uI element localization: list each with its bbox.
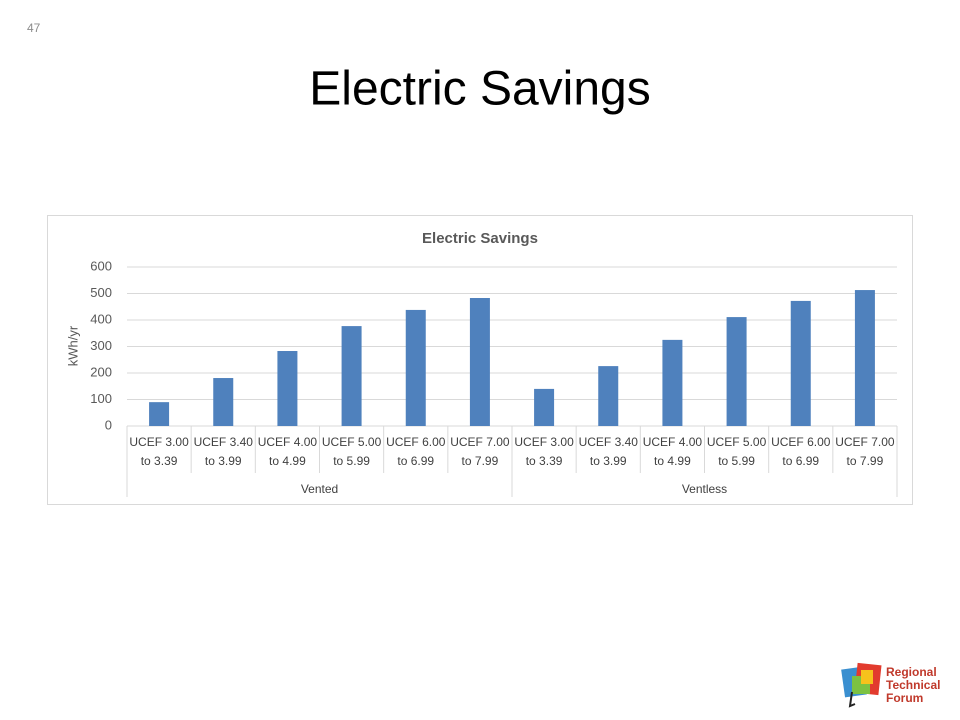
x-tick-label: UCEF 3.00 to 3.39 — [514, 435, 574, 468]
x-tick-label: UCEF 4.00 to 4.99 — [642, 435, 703, 468]
y-tick-label: 400 — [90, 311, 112, 326]
y-axis-label: kWh/yr — [65, 325, 80, 366]
x-tick-label: UCEF 3.00 to 3.39 — [129, 435, 189, 468]
y-tick-label: 500 — [90, 285, 112, 300]
bar — [662, 339, 683, 426]
group-label: Ventless — [681, 482, 728, 496]
x-tick-label: UCEF 7.00 to 7.99 — [835, 435, 895, 468]
logo-line: Forum — [886, 691, 924, 705]
bar — [213, 378, 234, 426]
x-tick-label: UCEF 3.40 to 3.99 — [578, 435, 638, 468]
x-tick-label: UCEF 7.00 to 7.99 — [450, 435, 510, 468]
logo-text: Regional Technical Forum — [886, 666, 940, 705]
x-tick-label: UCEF 3.40 to 3.99 — [193, 435, 253, 468]
x-tick-label: UCEF 5.00 to 5.99 — [321, 435, 382, 468]
bar — [598, 366, 619, 426]
bar — [149, 402, 170, 426]
chart-title: Electric Savings — [422, 230, 538, 247]
slide-title: Electric Savings — [309, 63, 650, 116]
y-tick-label: 0 — [105, 417, 112, 432]
y-tick-label: 100 — [90, 391, 112, 406]
bar — [277, 351, 298, 426]
slide-number: 47 — [27, 21, 41, 35]
logo-line: Regional — [886, 665, 937, 679]
bar — [405, 309, 426, 426]
logo-icon — [841, 662, 882, 708]
group-label: Vented — [300, 482, 339, 496]
x-tick-label: UCEF 6.00 to 6.99 — [386, 435, 446, 468]
y-tick-label: 600 — [90, 258, 112, 273]
bar — [790, 300, 811, 426]
bar — [469, 298, 490, 426]
y-tick-label: 200 — [90, 364, 112, 379]
y-tick-label: 300 — [90, 338, 112, 353]
x-tick-label: UCEF 5.00 to 5.99 — [706, 435, 767, 468]
logo-line: Technical — [886, 678, 941, 692]
x-tick-label: UCEF 4.00 to 4.99 — [257, 435, 318, 468]
x-tick-label: UCEF 6.00 to 6.99 — [771, 435, 831, 468]
bar — [341, 326, 362, 426]
bar — [534, 388, 555, 426]
bar — [726, 317, 747, 426]
bar — [854, 290, 875, 426]
